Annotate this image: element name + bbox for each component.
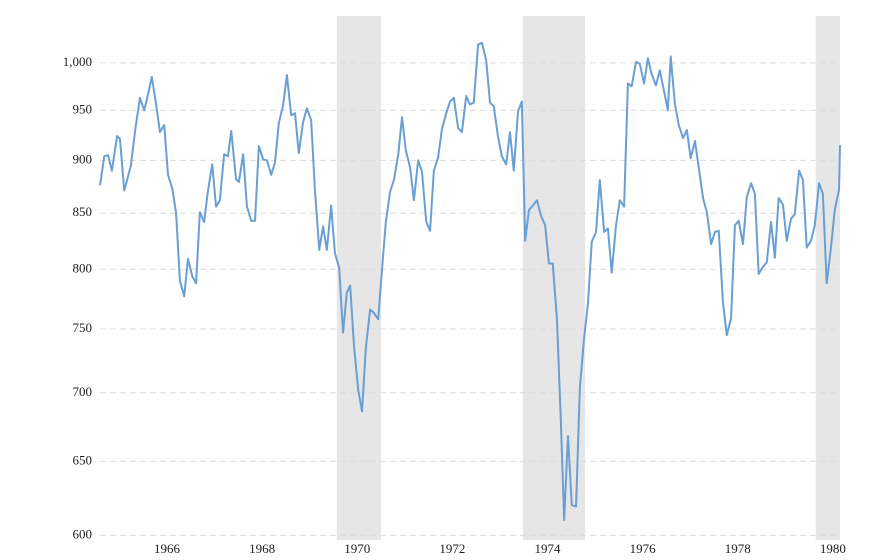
x-tick-label: 1976 <box>630 541 657 556</box>
x-tick-label: 1972 <box>439 541 465 556</box>
price-line <box>99 41 841 522</box>
y-tick-label: 600 <box>73 526 93 541</box>
y-tick-label: 650 <box>73 452 93 467</box>
x-tick-label: 1980 <box>820 541 846 556</box>
y-tick-label: 750 <box>73 320 93 335</box>
recession-band <box>336 16 382 540</box>
y-tick-label: 850 <box>73 204 93 219</box>
y-tick-label: 1,000 <box>63 54 92 69</box>
y-tick-label: 950 <box>73 101 93 116</box>
y-tick-label: 700 <box>73 384 93 399</box>
x-tick-label: 1966 <box>154 541 181 556</box>
x-tick-label: 1968 <box>249 541 275 556</box>
y-tick-label: 800 <box>73 260 93 275</box>
x-tick-label: 1970 <box>344 541 370 556</box>
x-tick-label: 1974 <box>535 541 562 556</box>
y-tick-label: 900 <box>73 151 93 166</box>
x-tick-label: 1978 <box>725 541 751 556</box>
